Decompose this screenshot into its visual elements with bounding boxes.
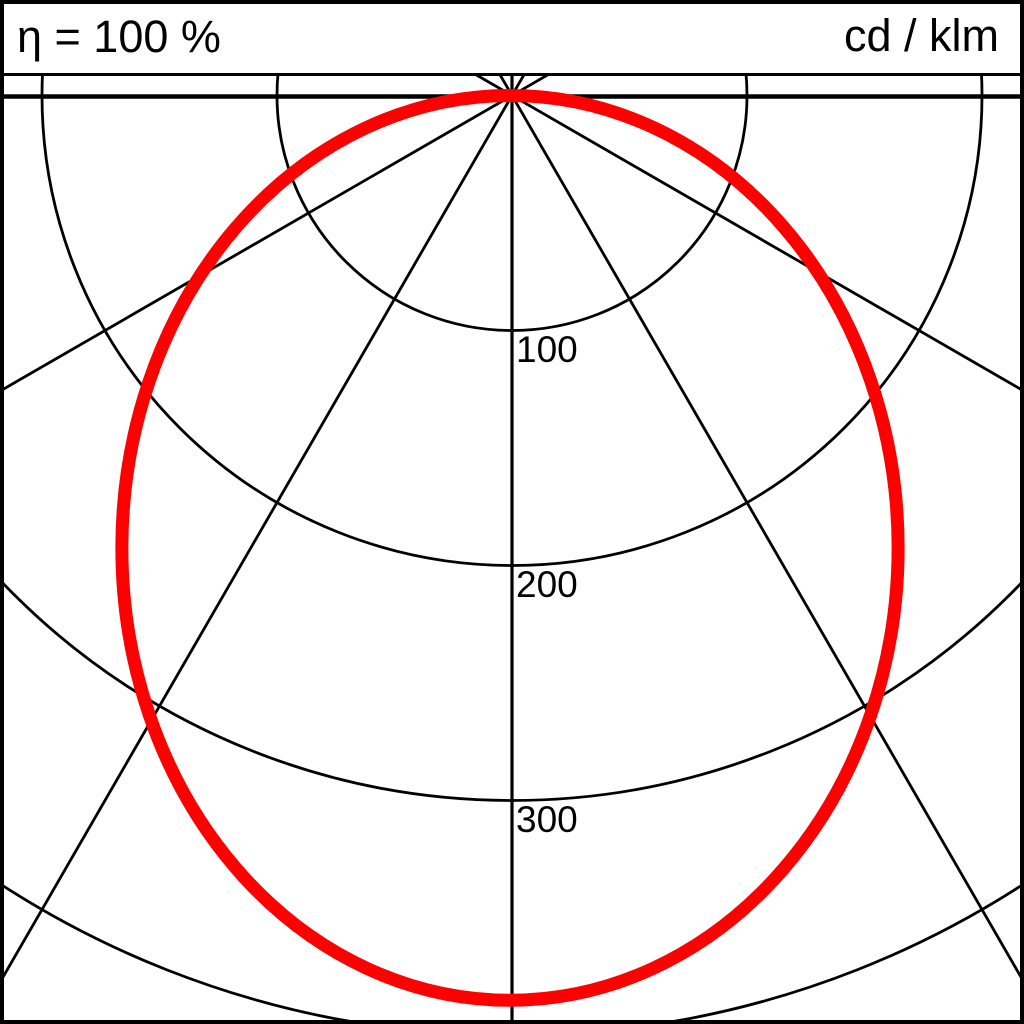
- radial-tick-label-100: 100: [516, 329, 578, 370]
- radial-tick-label-300: 300: [516, 799, 578, 840]
- efficiency-label: η = 100 %: [17, 11, 221, 63]
- unit-label: cd / klm: [843, 10, 999, 62]
- radial-tick-label-200: 200: [516, 564, 578, 605]
- intensity-curve: [115, 89, 905, 1007]
